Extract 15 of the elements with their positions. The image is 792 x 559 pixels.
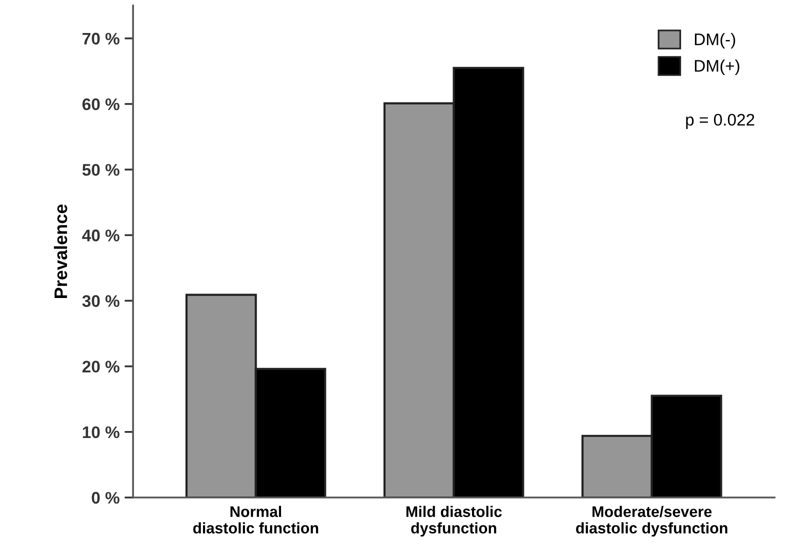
y-tick-label: 40 % <box>82 230 120 242</box>
x-tick-label: Mild diastolic dysfunction <box>406 506 502 537</box>
legend-label: DM(+) <box>694 60 740 76</box>
x-tick-label: Moderate/severe diastolic dysfunction <box>576 506 728 537</box>
y-tick-label: 20 % <box>82 360 120 373</box>
y-tick-label: 60 % <box>82 98 120 110</box>
x-tick-label: Normal diastolic function <box>193 506 318 534</box>
y-tick-label: 0 % <box>92 492 120 504</box>
legend-label: DM(-) <box>694 33 736 49</box>
y-tick-label: 70 % <box>82 32 120 45</box>
y-tick-label: 30 % <box>82 295 120 307</box>
y-tick-label: 10 % <box>82 426 120 438</box>
annotation: p = 0.022 <box>686 114 754 129</box>
y-tick-label: 50 % <box>82 164 120 176</box>
y-axis-title: Prevalence <box>54 204 68 298</box>
